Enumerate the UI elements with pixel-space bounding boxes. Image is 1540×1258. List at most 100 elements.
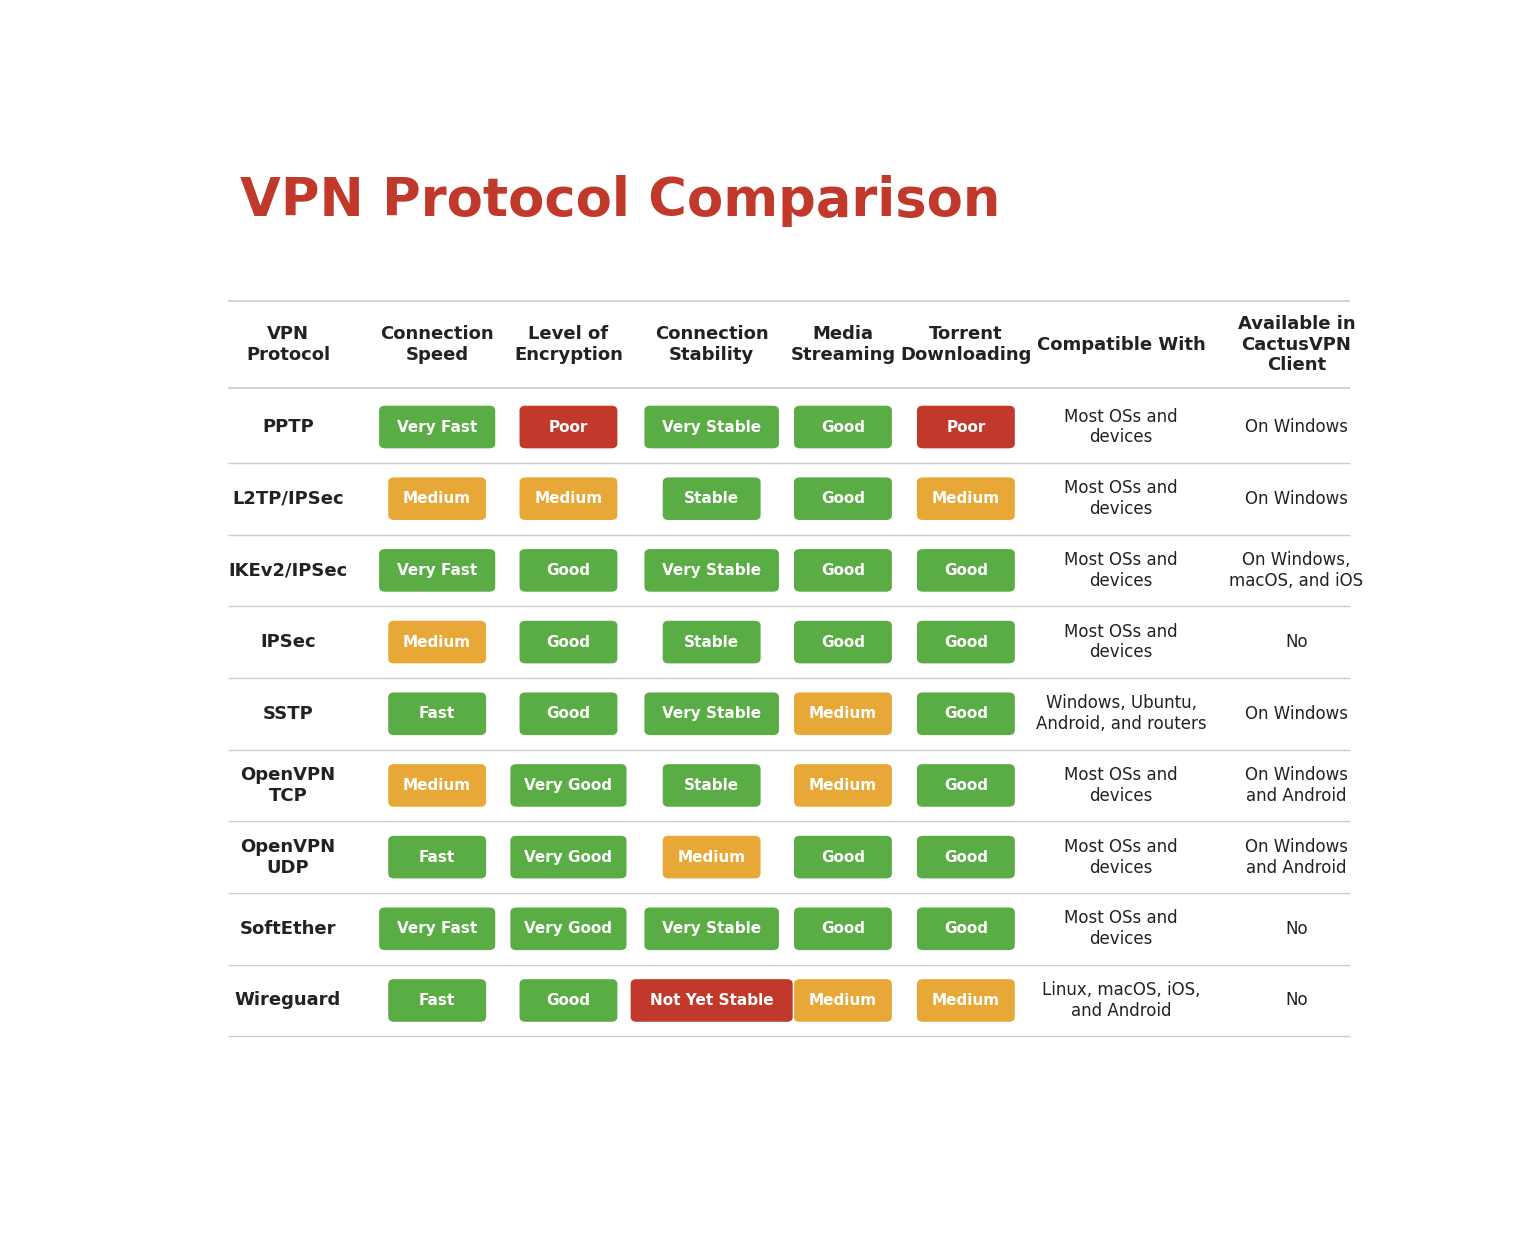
Text: Good: Good <box>547 562 590 577</box>
Text: Medium: Medium <box>678 849 745 864</box>
FancyBboxPatch shape <box>795 692 892 735</box>
Text: Poor: Poor <box>946 419 986 434</box>
FancyBboxPatch shape <box>916 406 1015 448</box>
FancyBboxPatch shape <box>916 692 1015 735</box>
FancyBboxPatch shape <box>795 406 892 448</box>
FancyBboxPatch shape <box>519 692 618 735</box>
Text: Very Stable: Very Stable <box>662 921 761 936</box>
FancyBboxPatch shape <box>916 907 1015 950</box>
Text: IPSec: IPSec <box>260 633 316 652</box>
Text: On Windows
and Android: On Windows and Android <box>1244 838 1348 877</box>
Text: On Windows: On Windows <box>1244 418 1348 437</box>
FancyBboxPatch shape <box>916 548 1015 591</box>
Text: Windows, Ubuntu,
Android, and routers: Windows, Ubuntu, Android, and routers <box>1036 694 1206 733</box>
Text: Good: Good <box>944 849 987 864</box>
Text: Good: Good <box>547 706 590 721</box>
Text: Medium: Medium <box>403 634 471 649</box>
Text: Stable: Stable <box>684 634 739 649</box>
FancyBboxPatch shape <box>662 764 761 806</box>
FancyBboxPatch shape <box>631 979 793 1021</box>
FancyBboxPatch shape <box>510 907 627 950</box>
Text: No: No <box>1286 633 1307 652</box>
FancyBboxPatch shape <box>388 764 487 806</box>
Text: Good: Good <box>944 706 987 721</box>
Text: No: No <box>1286 920 1307 937</box>
FancyBboxPatch shape <box>388 692 487 735</box>
Text: Good: Good <box>547 993 590 1008</box>
FancyBboxPatch shape <box>519 979 618 1021</box>
FancyBboxPatch shape <box>388 979 487 1021</box>
Text: OpenVPN
UDP: OpenVPN UDP <box>240 838 336 877</box>
Text: Most OSs and
devices: Most OSs and devices <box>1064 623 1178 662</box>
Text: PPTP: PPTP <box>262 418 314 437</box>
Text: Compatible With: Compatible With <box>1036 336 1206 353</box>
FancyBboxPatch shape <box>644 406 779 448</box>
Text: Medium: Medium <box>403 491 471 506</box>
Text: Very Good: Very Good <box>525 921 613 936</box>
FancyBboxPatch shape <box>510 764 627 806</box>
FancyBboxPatch shape <box>916 620 1015 663</box>
FancyBboxPatch shape <box>795 764 892 806</box>
Text: Very Fast: Very Fast <box>397 419 477 434</box>
Text: OpenVPN
TCP: OpenVPN TCP <box>240 766 336 805</box>
FancyBboxPatch shape <box>644 548 779 591</box>
FancyBboxPatch shape <box>519 477 618 520</box>
FancyBboxPatch shape <box>916 477 1015 520</box>
Text: Good: Good <box>821 634 865 649</box>
FancyBboxPatch shape <box>662 835 761 878</box>
FancyBboxPatch shape <box>644 907 779 950</box>
Text: On Windows,
macOS, and iOS: On Windows, macOS, and iOS <box>1229 551 1363 590</box>
Text: Medium: Medium <box>534 491 602 506</box>
Text: Medium: Medium <box>808 777 876 793</box>
Text: Fast: Fast <box>419 849 456 864</box>
Text: Medium: Medium <box>808 706 876 721</box>
FancyBboxPatch shape <box>379 907 496 950</box>
FancyBboxPatch shape <box>662 477 761 520</box>
FancyBboxPatch shape <box>379 548 496 591</box>
FancyBboxPatch shape <box>916 979 1015 1021</box>
FancyBboxPatch shape <box>379 406 496 448</box>
Text: IKEv2/IPSec: IKEv2/IPSec <box>228 561 348 580</box>
Text: Not Yet Stable: Not Yet Stable <box>650 993 773 1008</box>
Text: Very Fast: Very Fast <box>397 562 477 577</box>
Text: L2TP/IPSec: L2TP/IPSec <box>233 489 343 508</box>
Text: Very Stable: Very Stable <box>662 706 761 721</box>
FancyBboxPatch shape <box>662 620 761 663</box>
Text: Fast: Fast <box>419 993 456 1008</box>
FancyBboxPatch shape <box>795 907 892 950</box>
Text: Media
Streaming: Media Streaming <box>790 326 896 364</box>
FancyBboxPatch shape <box>644 692 779 735</box>
Text: Most OSs and
devices: Most OSs and devices <box>1064 910 1178 949</box>
Text: Connection
Speed: Connection Speed <box>380 326 494 364</box>
Text: VPN
Protocol: VPN Protocol <box>246 326 330 364</box>
Text: Good: Good <box>821 849 865 864</box>
Text: No: No <box>1286 991 1307 1009</box>
Text: Wireguard: Wireguard <box>236 991 340 1009</box>
Text: Medium: Medium <box>932 993 999 1008</box>
Text: Good: Good <box>821 491 865 506</box>
Text: Connection
Stability: Connection Stability <box>654 326 768 364</box>
Text: Stable: Stable <box>684 777 739 793</box>
Text: Most OSs and
devices: Most OSs and devices <box>1064 838 1178 877</box>
Text: Good: Good <box>944 921 987 936</box>
FancyBboxPatch shape <box>510 835 627 878</box>
FancyBboxPatch shape <box>795 835 892 878</box>
FancyBboxPatch shape <box>388 477 487 520</box>
Text: Most OSs and
devices: Most OSs and devices <box>1064 408 1178 447</box>
Text: On Windows: On Windows <box>1244 704 1348 723</box>
Text: Very Good: Very Good <box>525 777 613 793</box>
Text: Available in
CactusVPN
Client: Available in CactusVPN Client <box>1238 314 1355 375</box>
FancyBboxPatch shape <box>795 979 892 1021</box>
Text: Fast: Fast <box>419 706 456 721</box>
FancyBboxPatch shape <box>795 620 892 663</box>
FancyBboxPatch shape <box>519 548 618 591</box>
Text: Linux, macOS, iOS,
and Android: Linux, macOS, iOS, and Android <box>1041 981 1200 1020</box>
Text: Very Good: Very Good <box>525 849 613 864</box>
FancyBboxPatch shape <box>795 548 892 591</box>
Text: Stable: Stable <box>684 491 739 506</box>
Text: Good: Good <box>547 634 590 649</box>
FancyBboxPatch shape <box>519 620 618 663</box>
Text: Very Stable: Very Stable <box>662 562 761 577</box>
Text: Very Stable: Very Stable <box>662 419 761 434</box>
Text: Medium: Medium <box>403 777 471 793</box>
